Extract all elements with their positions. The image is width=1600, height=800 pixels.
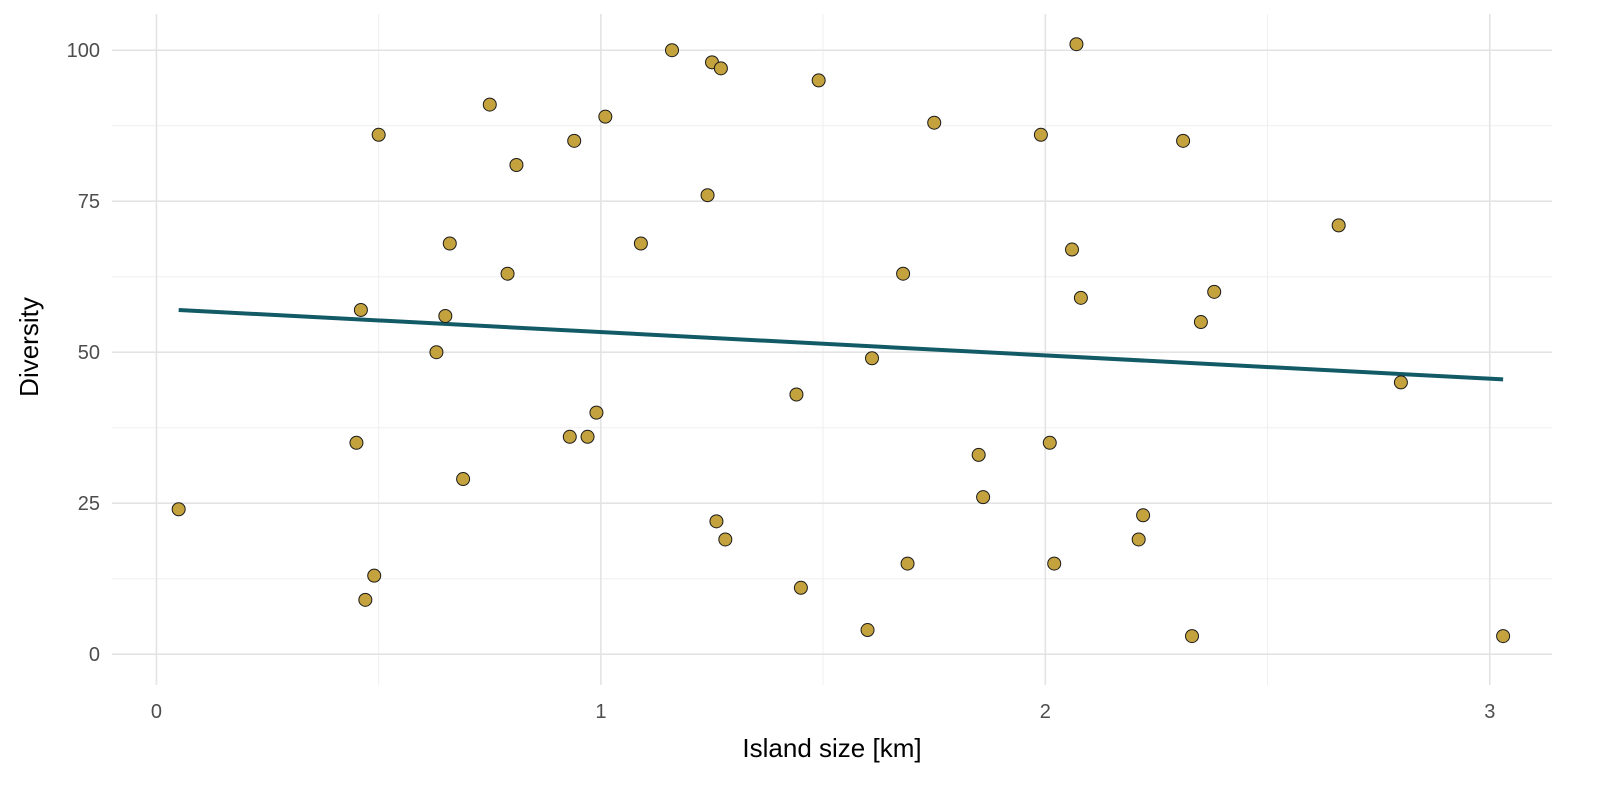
y-tick-label-2: 50 [78, 342, 100, 364]
data-point-9 [456, 472, 471, 487]
data-point-25 [789, 387, 804, 402]
data-point-0 [171, 502, 186, 517]
x-axis-title: Island size [km] [742, 733, 921, 763]
data-point-31 [900, 556, 915, 571]
y-tick-label-1: 25 [78, 493, 100, 515]
data-point-26 [793, 580, 808, 595]
data-point-41 [1131, 532, 1146, 547]
data-point-27 [811, 73, 826, 88]
data-point-layer [171, 37, 1511, 644]
data-point-6 [429, 345, 444, 360]
data-point-12 [509, 157, 524, 172]
data-point-4 [367, 568, 382, 583]
data-point-36 [1042, 435, 1057, 450]
data-point-43 [1176, 133, 1191, 148]
data-point-14 [567, 133, 582, 148]
x-tick-label-2: 2 [1040, 701, 1051, 723]
x-tick-label-3: 3 [1484, 701, 1495, 723]
data-point-35 [1033, 127, 1048, 142]
data-point-39 [1069, 37, 1084, 52]
data-point-23 [713, 61, 728, 76]
data-point-34 [976, 490, 991, 505]
data-point-13 [562, 429, 577, 444]
data-point-46 [1207, 284, 1222, 299]
trend-line-layer [178, 307, 1504, 382]
data-point-24 [718, 532, 733, 547]
data-point-40 [1073, 290, 1088, 305]
data-point-20 [700, 188, 715, 203]
data-point-45 [1193, 315, 1208, 330]
data-point-2 [353, 302, 368, 317]
data-point-5 [371, 127, 386, 142]
data-point-3 [358, 592, 373, 607]
data-point-38 [1065, 242, 1079, 257]
data-point-30 [896, 266, 911, 281]
data-point-28 [860, 623, 875, 638]
y-tick-label-0: 0 [89, 644, 100, 666]
x-tick-label-1: 1 [595, 701, 606, 723]
data-point-33 [971, 447, 986, 462]
data-point-10 [482, 97, 497, 112]
data-point-17 [598, 109, 613, 124]
x-tick-label-0: 0 [151, 701, 162, 723]
y-tick-label-3: 75 [78, 191, 100, 213]
data-point-49 [1496, 629, 1511, 644]
trend-line [178, 307, 1504, 382]
data-point-44 [1185, 629, 1199, 644]
tick-label-layer: 0 1 2 3 0 25 50 75 100 [67, 40, 1496, 723]
data-point-11 [500, 266, 515, 281]
data-point-7 [438, 308, 453, 323]
data-point-42 [1136, 508, 1151, 523]
data-point-22 [709, 514, 724, 529]
grid-layer [112, 14, 1552, 685]
data-point-1 [349, 435, 364, 450]
data-point-16 [589, 405, 604, 420]
data-point-18 [633, 236, 648, 251]
y-tick-label-4: 100 [67, 40, 100, 62]
data-point-19 [665, 43, 679, 58]
data-point-48 [1393, 375, 1408, 390]
data-point-29 [865, 351, 879, 366]
y-axis-title: Diversity [14, 297, 44, 397]
data-point-15 [580, 429, 595, 444]
data-point-32 [927, 115, 942, 130]
data-point-47 [1331, 218, 1346, 233]
data-point-37 [1047, 556, 1062, 571]
data-point-8 [442, 236, 457, 251]
